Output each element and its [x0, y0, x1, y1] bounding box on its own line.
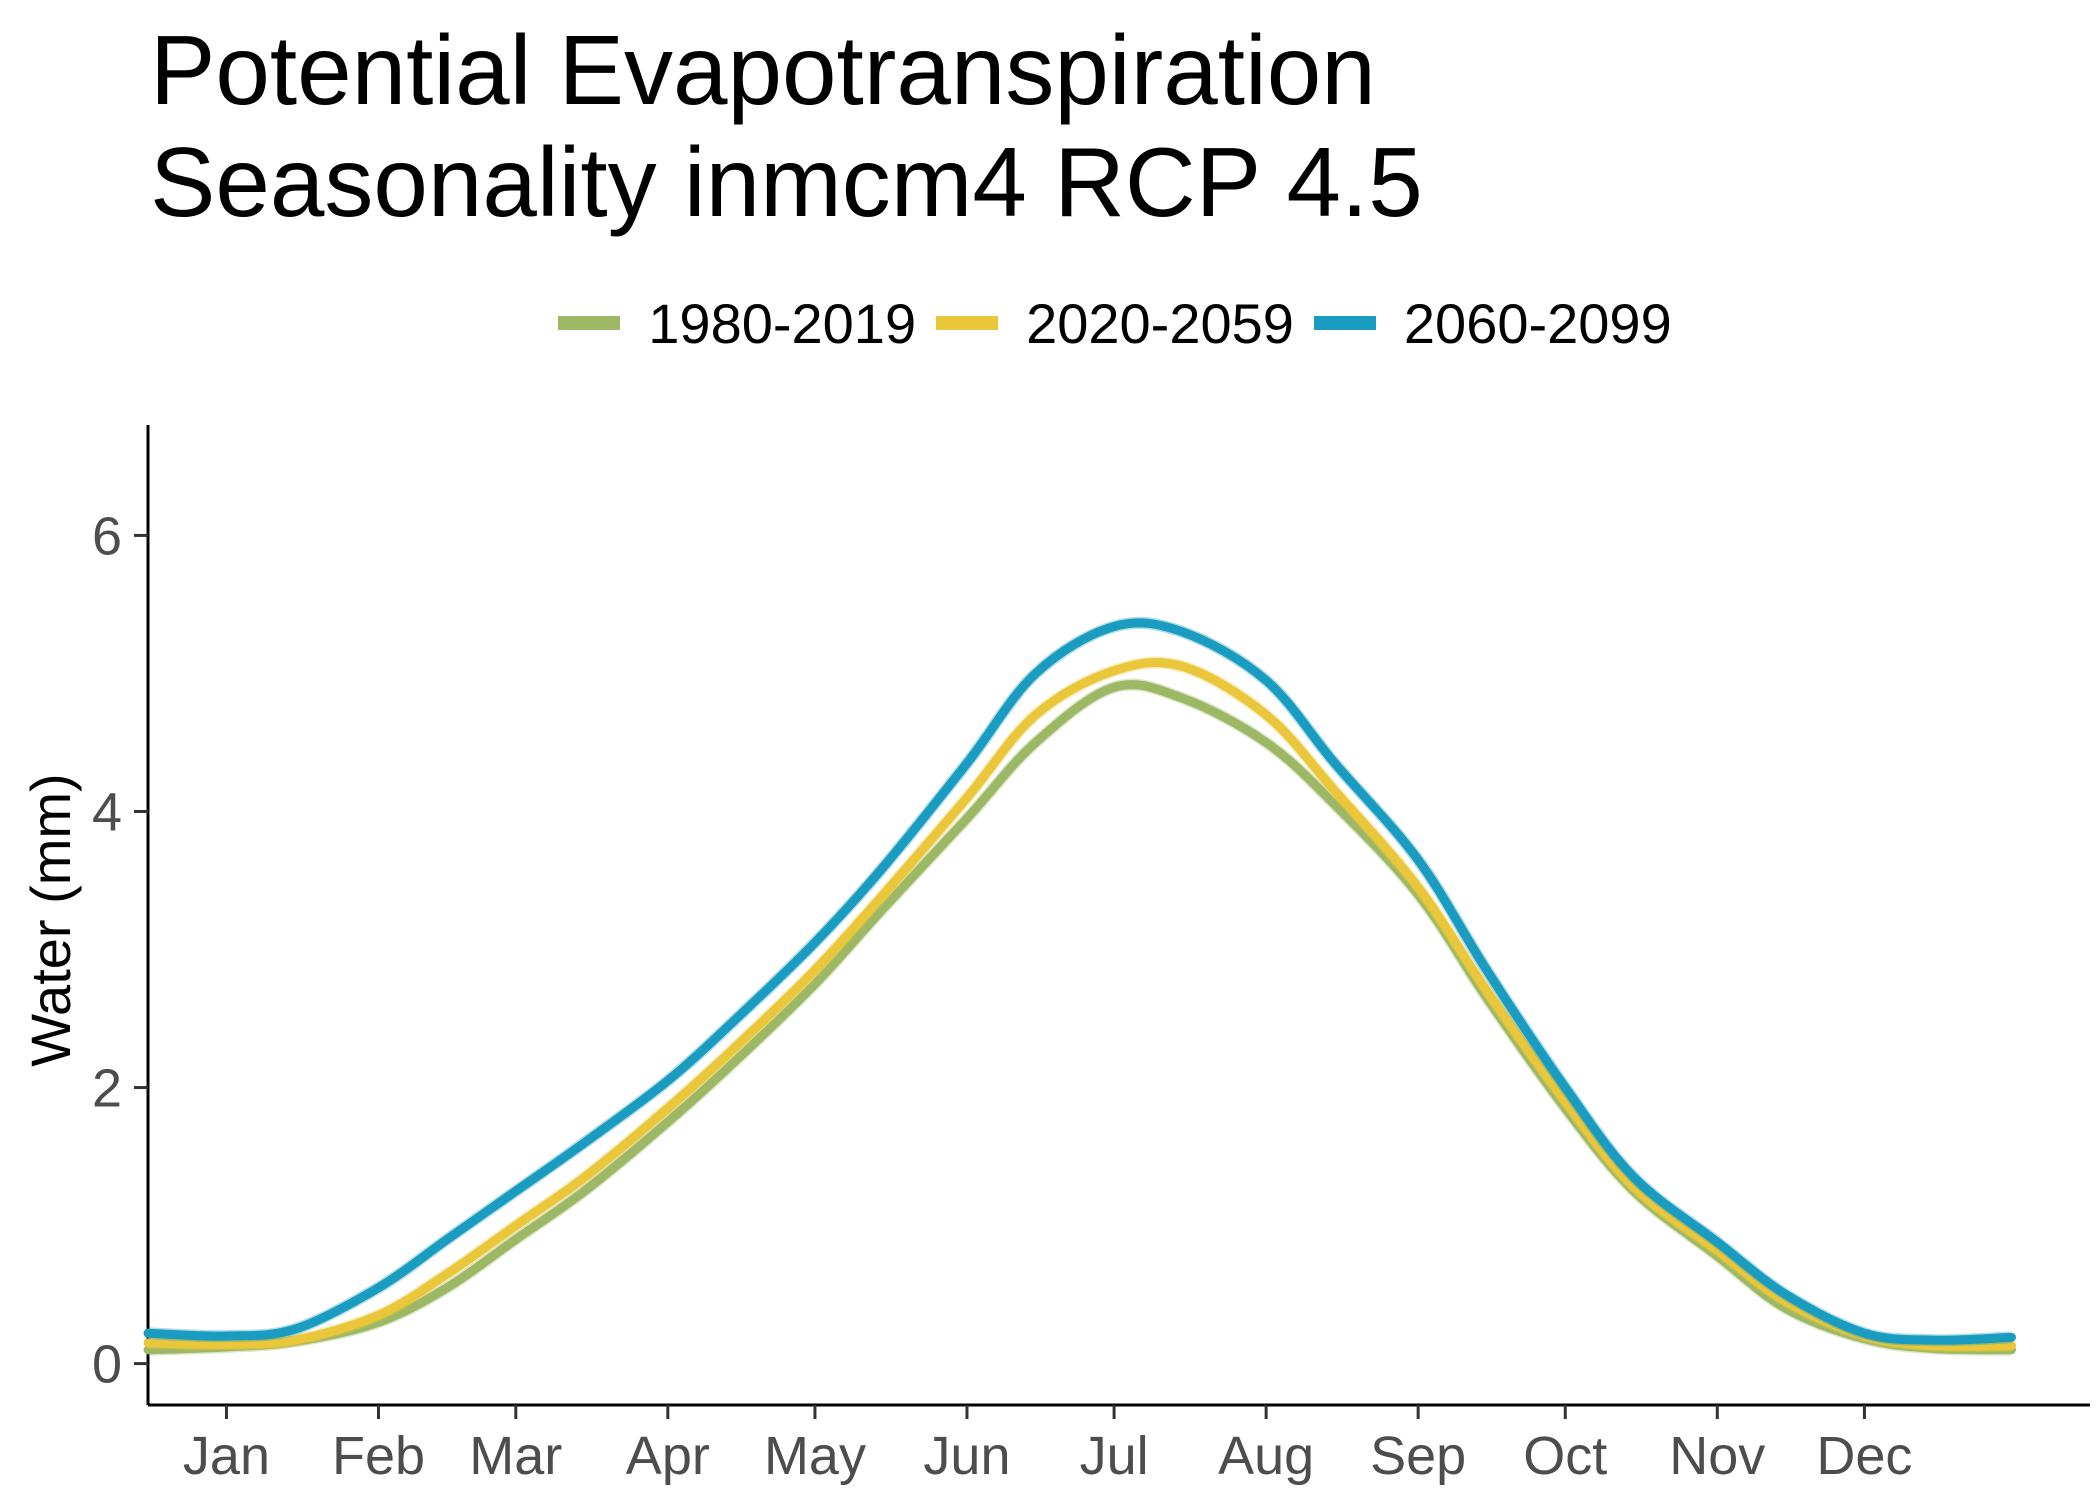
chart-title-line-2: Seasonality inmcm4 RCP 4.5	[150, 127, 1423, 237]
series-daily-band-2020-2059	[147, 656, 2012, 1353]
legend-item-2020-2059: 2020-2059	[936, 291, 1294, 356]
y-axis-label: Water (mm)	[19, 773, 82, 1066]
series-daily-band-2060-2099	[147, 616, 2012, 1347]
series-line-2060-2099	[143, 618, 2016, 1345]
legend-key-2060-2099	[1313, 316, 1376, 330]
x-tick-label-jul: Jul	[1080, 1426, 1149, 1486]
chart-title-line-1: Potential Evapotranspiration	[150, 15, 1376, 125]
legend-key-1980-2019	[558, 316, 621, 330]
legend-label-1980-2019: 1980-2019	[648, 291, 917, 355]
x-tick-label-dec: Dec	[1816, 1426, 1912, 1486]
y-tick-label: 6	[92, 506, 122, 566]
legend: 1980-2019 2020-2059 2060-2099	[0, 278, 2100, 368]
y-tick-label: 2	[92, 1059, 122, 1119]
series-line-2020-2059	[143, 658, 2016, 1351]
y-ticks: 0 2 4 6	[92, 506, 148, 1395]
legend-key-2020-2059	[936, 316, 999, 330]
x-tick-label-feb: Feb	[332, 1426, 425, 1486]
legend-label-2060-2099: 2060-2099	[1403, 291, 1672, 355]
x-tick-label-mar: Mar	[469, 1426, 562, 1486]
legend-label-2020-2059: 2020-2059	[1026, 291, 1294, 355]
x-tick-label-jun: Jun	[923, 1426, 1010, 1486]
x-ticks: Jan Feb Mar Apr May Jun Jul Aug Sep Oct Nov Dec	[183, 1405, 1912, 1486]
x-tick-label-aug: Aug	[1218, 1426, 1314, 1486]
legend-item-1980-2019: 1980-2019	[558, 291, 916, 356]
x-tick-label-jan: Jan	[183, 1426, 270, 1486]
x-tick-label-apr: Apr	[626, 1426, 710, 1486]
x-tick-label-oct: Oct	[1523, 1426, 1607, 1486]
y-tick-label: 0	[92, 1335, 122, 1395]
x-tick-label-may: May	[764, 1426, 866, 1486]
series-lines	[143, 616, 2016, 1356]
x-tick-label-nov: Nov	[1669, 1426, 1765, 1486]
legend-item-2060-2099: 2060-2099	[1313, 291, 1672, 356]
x-tick-label-sep: Sep	[1370, 1426, 1466, 1486]
chart-title: Potential Evapotranspiration Seasonality…	[150, 14, 2050, 238]
y-tick-label: 4	[92, 782, 122, 842]
